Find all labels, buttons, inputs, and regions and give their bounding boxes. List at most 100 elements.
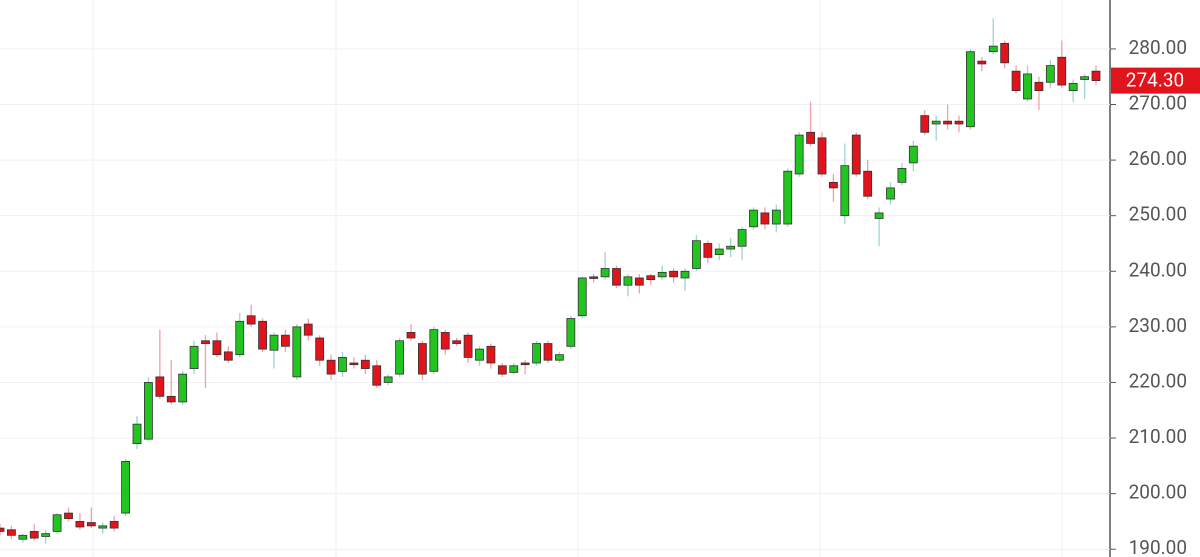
candle-body [29, 531, 39, 539]
candle-body [235, 320, 245, 356]
candle-body [52, 514, 62, 532]
candle-body [189, 345, 199, 369]
candle-body [943, 120, 952, 125]
candle-body [395, 340, 404, 375]
candle-body [1068, 82, 1078, 92]
candle-body [566, 318, 576, 347]
y-tick-label: 220.00 [1129, 369, 1187, 392]
candle-body [440, 332, 450, 350]
candle-body [988, 45, 998, 53]
candle-body [1057, 56, 1067, 86]
candle-body [555, 354, 564, 361]
candle-body [18, 534, 28, 540]
candle-body [144, 382, 153, 440]
candle-body [680, 270, 690, 279]
candle-body [543, 343, 553, 361]
candle-body [486, 345, 496, 364]
candle-body [258, 320, 267, 350]
candle-body [132, 423, 142, 444]
candle-body [612, 268, 621, 286]
candle-body [794, 134, 804, 175]
candle-body [954, 120, 964, 125]
candle-body [109, 521, 119, 529]
candle-body [646, 275, 656, 281]
last-price-label: 274.30 [1126, 69, 1184, 92]
y-tick-label: 200.00 [1129, 481, 1187, 504]
candle-body [1045, 65, 1055, 83]
candle-body [121, 460, 130, 514]
candle-body [749, 209, 758, 228]
candle-body [223, 351, 233, 361]
candle-body [1000, 42, 1010, 64]
candle-body [966, 51, 975, 128]
candle-body [1091, 70, 1101, 82]
candle-body [840, 165, 850, 217]
candle-body [714, 248, 724, 255]
candle-body [692, 240, 701, 269]
candle-body [246, 315, 256, 325]
candle-body [281, 334, 290, 347]
candle-body [303, 323, 313, 336]
y-tick-label: 210.00 [1129, 425, 1187, 448]
candle-body [201, 340, 210, 344]
candle-body [920, 115, 930, 133]
y-tick-label: 250.00 [1129, 203, 1187, 226]
candle-body [269, 334, 279, 351]
candle-body [817, 137, 827, 175]
candle-body [98, 525, 108, 529]
time-grid [92, 0, 1063, 557]
candle-body [806, 131, 815, 144]
candle-body [783, 170, 793, 225]
candle-body [760, 212, 770, 225]
candle-body [1023, 73, 1032, 100]
candle-body [463, 334, 473, 358]
y-tick-label: 290.00 [1129, 0, 1187, 3]
candle-body [326, 359, 336, 375]
candle-body [75, 521, 85, 528]
candle-body [86, 522, 96, 527]
y-tick-label: 270.00 [1129, 92, 1187, 115]
candle-body [0, 527, 5, 532]
candle-body [338, 357, 347, 372]
candle-body [41, 533, 51, 537]
candle-body [406, 332, 416, 339]
last-price-marker [1111, 67, 1200, 94]
candle-body [383, 376, 393, 383]
y-tick-label: 230.00 [1129, 314, 1187, 337]
candle-body [703, 243, 713, 258]
candle-body [475, 348, 484, 361]
candle-body [292, 326, 302, 378]
y-tick-label: 280.00 [1129, 36, 1187, 59]
candle-body [1011, 70, 1021, 92]
candle-body [737, 229, 747, 247]
candle-body [623, 276, 633, 286]
candle-body [886, 187, 895, 200]
candle-body [452, 340, 462, 344]
y-tick-label: 190.00 [1129, 536, 1187, 557]
candle-body [315, 337, 325, 361]
candle-body [931, 120, 941, 125]
candle-body [589, 276, 599, 279]
candle-body [360, 359, 370, 369]
candle-body [520, 362, 530, 366]
candle-body [509, 365, 519, 373]
candle-body [863, 170, 873, 197]
candle-body [418, 343, 427, 375]
candle-body [429, 329, 439, 372]
y-tick-label: 240.00 [1129, 258, 1187, 281]
candle-body [178, 373, 188, 403]
candle-body [657, 271, 667, 278]
candle-body [771, 209, 781, 225]
candle-body [600, 268, 610, 278]
candle-body [64, 512, 73, 520]
candle-body [726, 245, 736, 250]
candle-body [908, 145, 918, 164]
candle-body [897, 168, 907, 183]
candle-body [166, 395, 176, 403]
candle-body [349, 362, 359, 366]
candle-body [372, 365, 382, 386]
candle-body [497, 365, 507, 375]
candle-body [212, 340, 222, 356]
